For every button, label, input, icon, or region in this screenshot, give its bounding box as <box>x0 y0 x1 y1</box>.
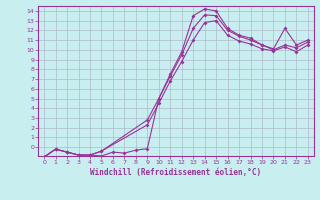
X-axis label: Windchill (Refroidissement éolien,°C): Windchill (Refroidissement éolien,°C) <box>91 168 261 177</box>
